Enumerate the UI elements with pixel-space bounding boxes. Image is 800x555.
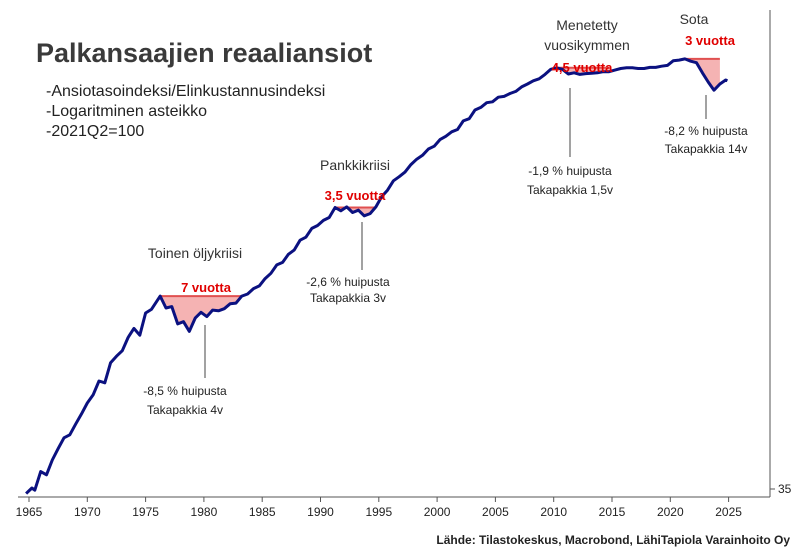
x-tick-label: 1990	[307, 505, 334, 519]
drawdown-area	[335, 206, 376, 216]
episode-drop: -8,5 % huipusta	[143, 384, 227, 398]
source-note: Lähde: Tilastokeskus, Macrobond, LähiTap…	[436, 533, 790, 547]
episode-recovery: Takapakkia 4v	[147, 403, 223, 417]
callouts: Toinen öljykriisi 7 vuotta -8,5 % huipusta…	[143, 11, 748, 417]
episode-drop: -1,9 % huipusta	[528, 164, 612, 178]
y-tick-label: 35	[778, 482, 792, 496]
episode-drop: -2,6 % huipusta	[306, 275, 390, 289]
x-tick-label: 1995	[365, 505, 392, 519]
episode-duration: 3,5 vuotta	[325, 188, 386, 203]
episode-label: Toinen öljykriisi	[148, 245, 242, 261]
x-tick-label: 2005	[482, 505, 509, 519]
episode-label: Pankkikriisi	[320, 157, 390, 173]
episode-recovery: Takapakkia 1,5v	[527, 183, 613, 197]
x-tick-label: 2025	[715, 505, 742, 519]
chart-title: Palkansaajien reaaliansiot	[36, 38, 373, 68]
note-scale: -Logaritminen asteikko	[46, 103, 207, 120]
x-axis: 1965 1970 1975 1980 1985 1990 1995 2000 2005 2010…	[16, 10, 792, 519]
y-ticks: 35	[770, 482, 792, 496]
episode-duration: 7 vuotta	[181, 280, 232, 295]
note-base: -2021Q2=100	[46, 123, 145, 140]
episode-duration: 3 vuotta	[685, 33, 736, 48]
note-index: -Ansiotasoindeksi/Elinkustannusindeksi	[46, 83, 326, 100]
x-ticks: 1965 1970 1975 1980 1985 1990 1995 2000 2005 2010…	[16, 497, 742, 519]
x-tick-label: 1965	[16, 505, 43, 519]
episode-label: vuosikymmen	[544, 37, 630, 53]
episode-label: Menetetty	[556, 17, 617, 33]
drawdown-area	[684, 58, 720, 91]
episode-label: Sota	[680, 11, 709, 27]
episode-drop: -8,2 % huipusta	[664, 124, 748, 138]
episode-recovery: Takapakkia 14v	[665, 142, 748, 156]
chart-notes: -Ansiotasoindeksi/Elinkustannusindeksi -…	[46, 82, 325, 142]
x-tick-label: 1970	[74, 505, 101, 519]
x-tick-label: 2015	[599, 505, 626, 519]
x-tick-label: 1980	[191, 505, 218, 519]
x-tick-label: 1985	[249, 505, 276, 519]
real-earnings-line	[25, 57, 729, 495]
x-tick-label: 2020	[657, 505, 684, 519]
x-tick-label: 2000	[424, 505, 451, 519]
x-tick-label: 2010	[540, 505, 567, 519]
episode-duration: 4,5 vuotta	[552, 60, 613, 75]
episode-recovery: Takapakkia 3v	[310, 291, 386, 305]
x-tick-label: 1975	[132, 505, 159, 519]
